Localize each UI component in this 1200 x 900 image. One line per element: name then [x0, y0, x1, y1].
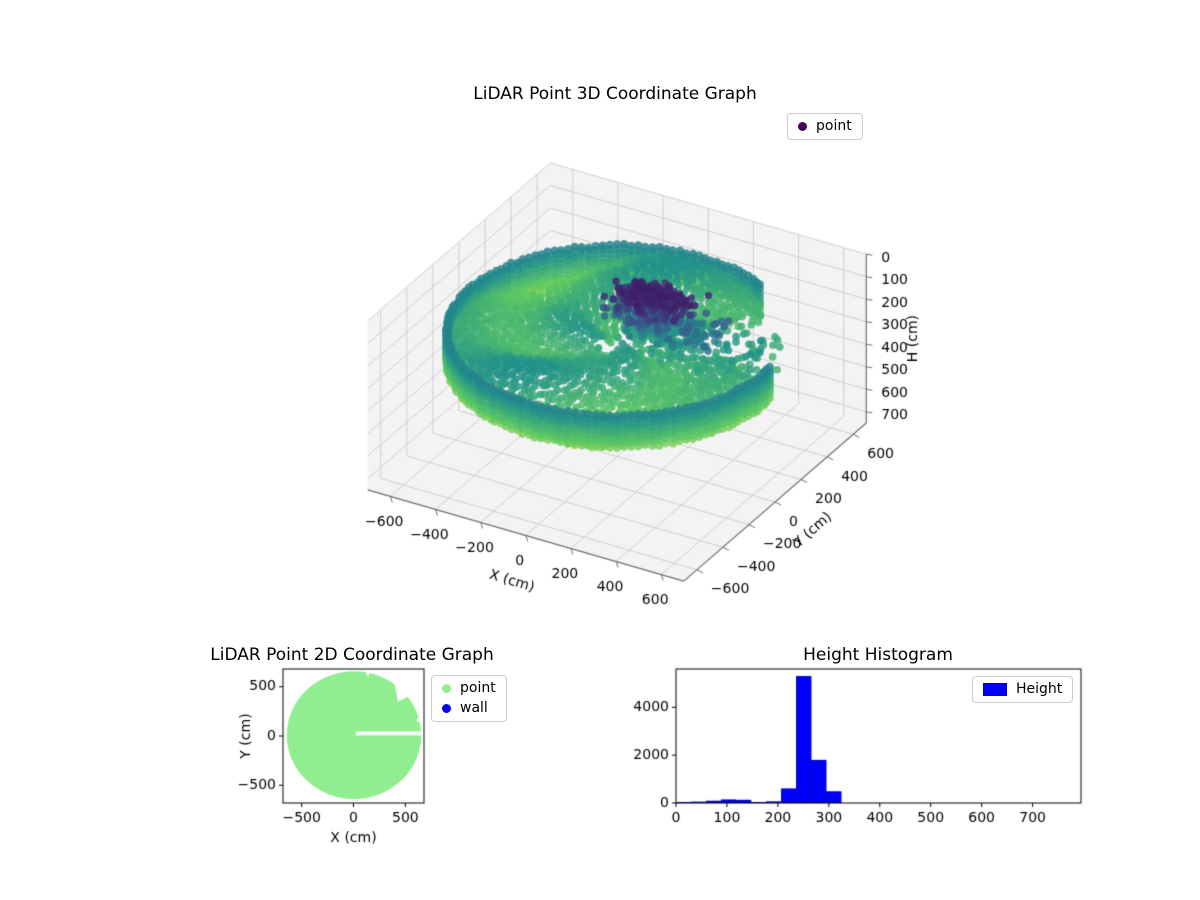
- legend-row: wall: [442, 700, 496, 717]
- plot2d-title: LiDAR Point 2D Coordinate Graph: [210, 645, 494, 665]
- point-marker-icon: [798, 122, 807, 131]
- height-legend-patch-icon: [983, 683, 1007, 696]
- legend-row: point: [798, 118, 852, 135]
- hist-legend: Height: [972, 676, 1074, 703]
- legend-row: point: [442, 680, 496, 697]
- plot2d-legend: point wall: [431, 675, 507, 722]
- legend-label: Height: [1016, 681, 1063, 697]
- legend-label: point: [460, 680, 496, 696]
- plot3d-legend: point: [787, 113, 863, 140]
- point-marker-icon: [442, 684, 451, 693]
- legend-row: Height: [983, 681, 1062, 698]
- hist-title: Height Histogram: [803, 645, 953, 665]
- wall-marker-icon: [442, 704, 451, 713]
- plot3d-title: LiDAR Point 3D Coordinate Graph: [473, 84, 757, 104]
- legend-label: point: [816, 118, 852, 134]
- legend-label: wall: [460, 700, 488, 716]
